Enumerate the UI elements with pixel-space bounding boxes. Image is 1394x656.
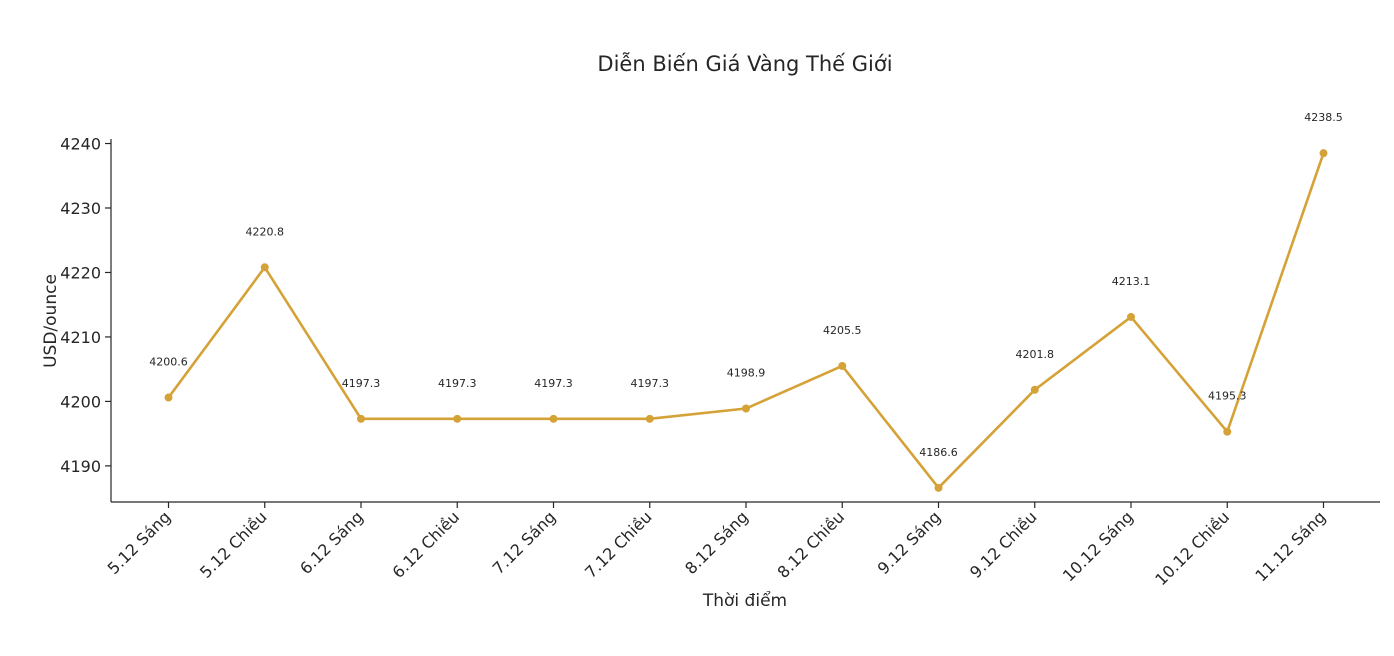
- x-axis-label: Thời điểm: [702, 590, 787, 611]
- x-axis-ticks: 5.12 Sáng 5.12 Chiều 6.12 Sáng 6.12 Chiều 7.…: [104, 502, 1329, 589]
- x-tick-label: 8.12 Chiều: [774, 507, 849, 582]
- data-point: [549, 414, 558, 423]
- x-tick-label: 10.12 Sáng: [1059, 507, 1137, 585]
- data-label: 4220.8: [246, 225, 285, 238]
- x-tick-label: 5.12 Chiều: [196, 507, 271, 582]
- x-tick-label: 7.12 Sáng: [489, 507, 560, 578]
- y-tick-label: 4220: [60, 263, 101, 282]
- x-tick-label: 7.12 Chiều: [581, 507, 656, 582]
- y-tick-label: 4210: [60, 328, 101, 347]
- data-point: [838, 361, 847, 370]
- series-line: [167, 151, 1325, 490]
- data-point: [1030, 385, 1039, 394]
- data-label: 4238.5: [1304, 111, 1343, 124]
- x-tick-label: 5.12 Sáng: [104, 507, 175, 578]
- x-tick-label: 11.12 Sáng: [1251, 507, 1329, 585]
- chart-title: Diễn Biến Giá Vàng Thế Giới: [597, 51, 892, 76]
- data-label: 4186.6: [919, 446, 958, 459]
- data-label: 4197.3: [631, 377, 670, 390]
- data-label: 4200.6: [149, 356, 188, 369]
- x-tick-label: 6.12 Chiều: [389, 507, 464, 582]
- x-tick-label: 9.12 Chiều: [966, 507, 1041, 582]
- x-tick-label: 10.12 Chiều: [1151, 507, 1233, 589]
- data-point: [164, 393, 173, 402]
- data-label: 4197.3: [534, 377, 573, 390]
- y-tick-label: 4240: [60, 135, 101, 154]
- x-tick-label: 6.12 Sáng: [296, 507, 367, 578]
- x-tick-label: 8.12 Sáng: [681, 507, 752, 578]
- y-axis-ticks: 4190 4200 4210 4220 4230 4240: [60, 135, 111, 476]
- y-tick-label: 4190: [60, 457, 101, 476]
- data-point: [1127, 312, 1135, 321]
- data-point: [1223, 427, 1232, 436]
- x-tick-label: 9.12 Sáng: [874, 507, 945, 578]
- y-tick-label: 4200: [60, 392, 101, 411]
- data-label: 4197.3: [342, 377, 381, 390]
- series-group: [164, 149, 1328, 492]
- data-point: [1319, 149, 1328, 158]
- y-tick-label: 4230: [60, 199, 101, 218]
- data-point: [742, 404, 750, 413]
- data-point: [645, 414, 654, 423]
- data-point: [357, 414, 365, 423]
- data-point: [934, 483, 943, 492]
- data-labels: 4200.6 4220.8 4197.3 4197.3 4197.3 4197.3 4198…: [149, 111, 1343, 459]
- data-label: 4197.3: [438, 377, 477, 390]
- data-point: [453, 414, 462, 423]
- y-axis-label: USD/ounce: [41, 274, 61, 368]
- data-label: 4195.3: [1208, 390, 1247, 403]
- data-label: 4198.9: [727, 367, 766, 380]
- data-label: 4201.8: [1016, 348, 1055, 361]
- data-point: [260, 263, 269, 272]
- data-label: 4213.1: [1112, 275, 1151, 288]
- data-label: 4205.5: [823, 324, 862, 337]
